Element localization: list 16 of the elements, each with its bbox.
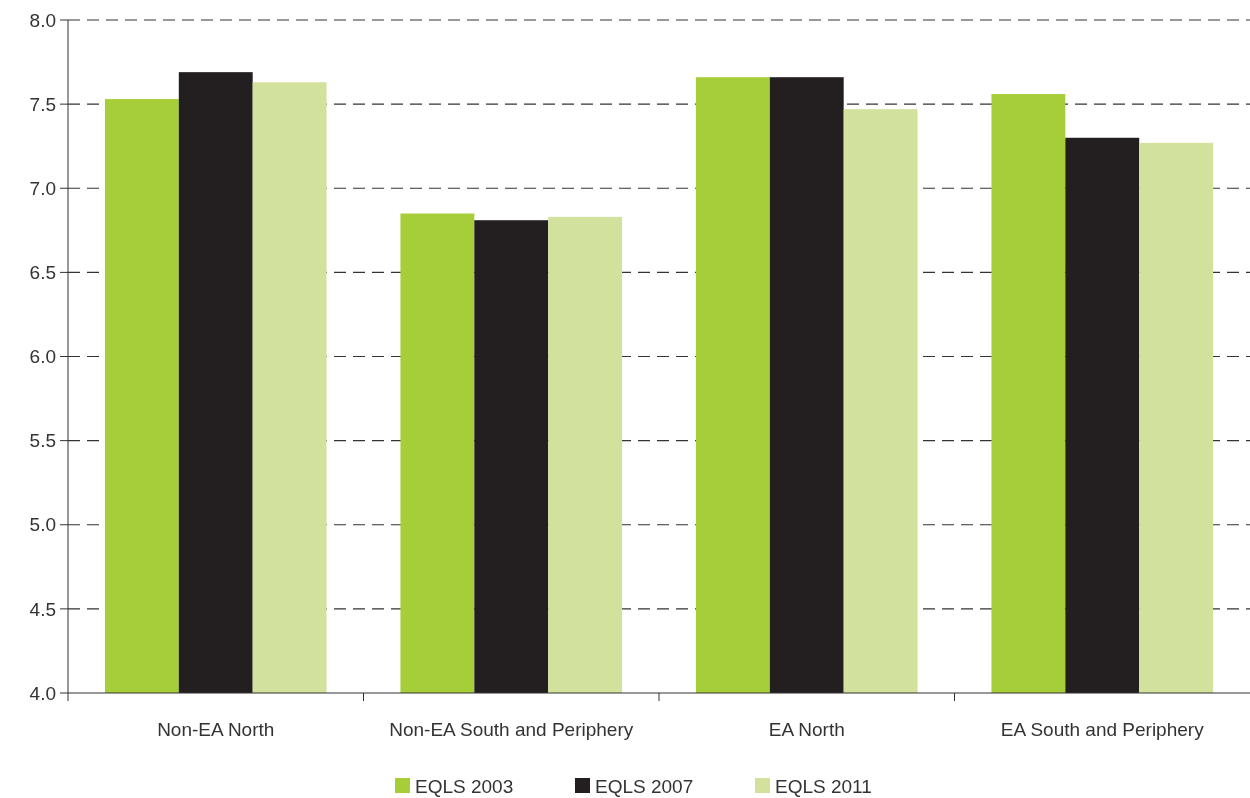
y-tick-label: 6.5 bbox=[29, 262, 56, 284]
y-tick-label: 5.0 bbox=[29, 514, 56, 536]
y-tick-label: 7.0 bbox=[29, 177, 56, 199]
y-tick-label: 6.0 bbox=[29, 346, 56, 368]
y-tick-label: 5.5 bbox=[29, 430, 56, 452]
y-tick-label: 8.0 bbox=[29, 9, 56, 31]
legend-label: EQLS 2011 bbox=[775, 775, 872, 797]
x-tick-label: EA North bbox=[768, 719, 845, 740]
x-tick-label: EA South and Periphery bbox=[1000, 719, 1205, 740]
y-tick-label: 7.5 bbox=[29, 93, 56, 115]
y-tick-label: 4.5 bbox=[29, 598, 56, 620]
y-tick-label: 4.0 bbox=[29, 682, 56, 704]
legend-label: EQLS 2003 bbox=[415, 775, 514, 797]
x-tick-label: Non-EA South and Periphery bbox=[389, 719, 634, 740]
legend-label: EQLS 2007 bbox=[595, 775, 694, 797]
x-tick-label: Non-EA North bbox=[157, 719, 275, 740]
